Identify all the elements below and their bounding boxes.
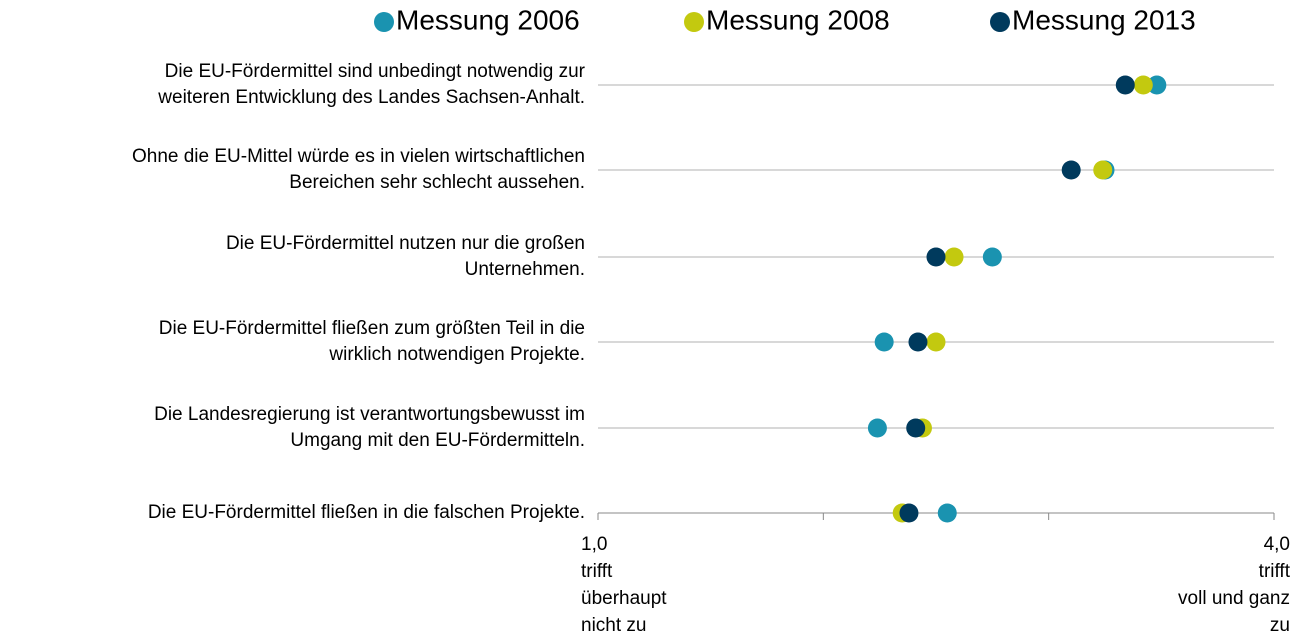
category-label: weiteren Entwicklung des Landes Sachsen-… [157,87,585,108]
dot [1115,75,1135,95]
x-tick-label: 4,0 [1264,534,1290,555]
dot [926,332,946,352]
category-label: Die EU-Fördermittel fließen in die falsc… [148,502,585,523]
category-label: Umgang mit den EU-Fördermitteln. [290,430,585,451]
category-label: wirklich notwendigen Projekte. [328,344,585,365]
x-end-label: trifft [1259,561,1291,582]
legend-swatch [990,12,1010,32]
legend-label: Messung 2008 [706,4,890,35]
x-tick-label: 1,0 [581,534,607,555]
legend-label: Messung 2006 [396,4,580,35]
legend-swatch [374,12,394,32]
legend-label: Messung 2013 [1012,4,1196,35]
category-label: Die EU-Fördermittel fließen zum größten … [159,318,585,339]
x-end-label: voll und ganz [1178,588,1290,609]
category-label: Die EU-Fördermittel sind unbedingt notwe… [165,61,586,82]
category-label: Die Landesregierung ist verantwortungsbe… [154,404,585,425]
dot [937,503,957,523]
dot [899,503,919,523]
legend-swatch [684,12,704,32]
dot [982,247,1002,267]
dot [1093,160,1113,180]
x-end-label: überhaupt [581,588,667,609]
dot [906,418,926,438]
dot [908,332,928,352]
dot [1147,75,1167,95]
category-label: Die EU-Fördermittel nutzen nur die große… [226,233,585,254]
dot [1133,75,1153,95]
x-end-label: nicht zu [581,615,646,636]
category-label: Ohne die EU-Mittel würde es in vielen wi… [132,146,585,167]
dot [867,418,887,438]
category-label: Unternehmen. [465,259,585,280]
category-label: Bereichen sehr schlecht aussehen. [289,172,585,193]
dot [874,332,894,352]
x-end-label: trifft [581,561,613,582]
x-end-label: zu [1270,615,1290,636]
dot [1061,160,1081,180]
dot [926,247,946,267]
dot [944,247,964,267]
